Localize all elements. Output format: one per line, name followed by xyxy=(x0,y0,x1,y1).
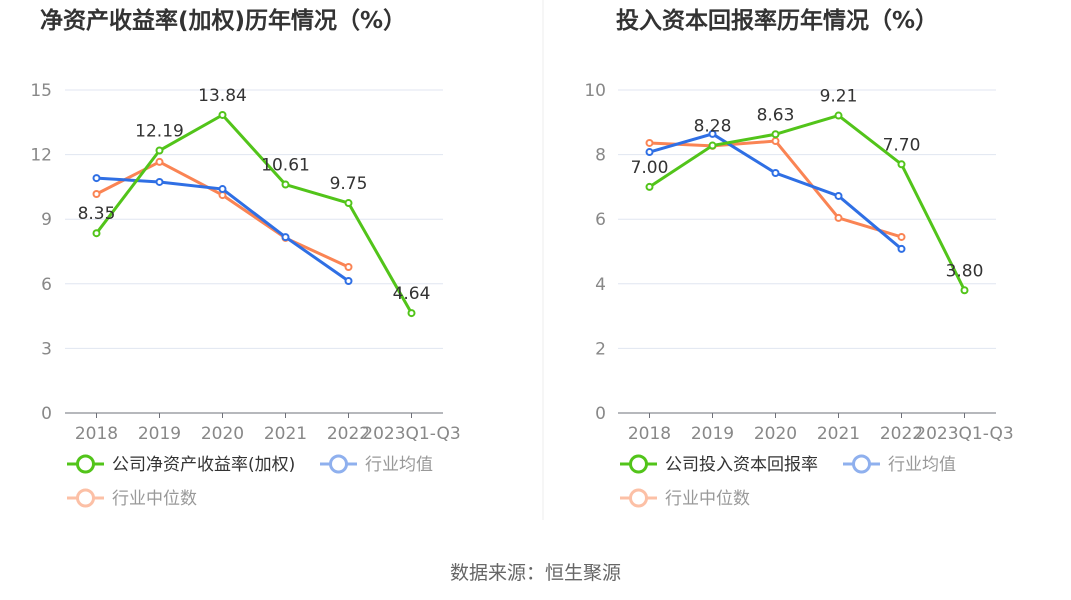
legend-circle-icon xyxy=(76,488,95,508)
data-point[interactable] xyxy=(897,160,906,169)
data-point[interactable] xyxy=(344,199,353,208)
y-tick-label: 12 xyxy=(30,146,52,166)
data-label: 7.00 xyxy=(631,158,669,178)
legend-item-2[interactable]: 行业中位数 xyxy=(620,488,750,509)
legend-label: 行业均值 xyxy=(888,455,956,475)
chart-title: 净资产收益率(加权)历年情况（%） xyxy=(40,7,406,34)
chart-1: 投入资本回报率历年情况（%） 0 2 4 6 8 10 2018 2019 2020 2021 202… xyxy=(584,7,1013,509)
x-tick-label: 2023Q1-Q3 xyxy=(362,424,460,444)
legend-item-0[interactable]: 公司净资产收益率(加权) xyxy=(67,454,295,475)
data-label: 8.35 xyxy=(78,204,116,224)
data-point[interactable] xyxy=(92,190,101,199)
data-point[interactable] xyxy=(708,141,717,150)
data-label: 4.64 xyxy=(393,284,431,304)
series-line-0 xyxy=(95,113,413,314)
data-point[interactable] xyxy=(344,277,353,286)
data-point[interactable] xyxy=(645,148,654,157)
series-line-2 xyxy=(649,139,902,239)
data-point[interactable] xyxy=(155,157,164,166)
data-label: 8.63 xyxy=(757,105,795,125)
x-tick-label: 2019 xyxy=(138,424,181,444)
data-label: 3.80 xyxy=(946,261,984,281)
data-point[interactable] xyxy=(645,182,654,191)
data-label: 10.61 xyxy=(261,156,310,176)
data-point[interactable] xyxy=(771,137,780,146)
legend-label: 公司净资产收益率(加权) xyxy=(112,455,295,475)
x-tick-label: 2019 xyxy=(691,424,734,444)
data-point[interactable] xyxy=(645,138,654,147)
x-tick-label: 2020 xyxy=(754,424,797,444)
data-label: 13.84 xyxy=(198,86,247,106)
data-point[interactable] xyxy=(218,185,227,194)
x-tick-label: 2018 xyxy=(75,424,118,444)
data-point[interactable] xyxy=(834,191,843,200)
y-tick-label: 4 xyxy=(595,275,606,295)
y-tick-label: 8 xyxy=(595,146,606,166)
data-point[interactable] xyxy=(281,233,290,242)
y-tick-label: 0 xyxy=(41,404,52,424)
x-tick-label: 2023Q1-Q3 xyxy=(915,424,1013,444)
data-point[interactable] xyxy=(155,177,164,186)
data-label: 12.19 xyxy=(135,122,184,142)
legend-item-1[interactable]: 行业均值 xyxy=(320,454,433,475)
data-label: 7.70 xyxy=(883,135,921,155)
x-tick-label: 2022 xyxy=(327,424,370,444)
data-point[interactable] xyxy=(708,129,717,138)
data-point[interactable] xyxy=(92,174,101,183)
data-label: 9.75 xyxy=(330,174,368,194)
data-point[interactable] xyxy=(92,229,101,238)
legend-circle-icon xyxy=(329,454,348,474)
data-label: 9.21 xyxy=(820,87,858,107)
legend-item-0[interactable]: 公司投入资本回报率 xyxy=(620,454,818,475)
data-point[interactable] xyxy=(281,180,290,189)
legend-label: 行业均值 xyxy=(365,455,433,475)
y-tick-label: 3 xyxy=(41,339,52,359)
legend-label: 行业中位数 xyxy=(665,489,750,509)
legend-label: 行业中位数 xyxy=(112,489,197,509)
data-point[interactable] xyxy=(155,146,164,155)
x-tick-label: 2020 xyxy=(201,424,244,444)
data-label: 8.28 xyxy=(694,117,732,137)
y-tick-label: 2 xyxy=(595,339,606,359)
data-point[interactable] xyxy=(834,213,843,222)
legend-item-1[interactable]: 行业均值 xyxy=(843,454,956,475)
legend-circle-icon xyxy=(76,454,95,474)
x-tick-label: 2021 xyxy=(817,424,860,444)
series-line-0 xyxy=(648,113,966,291)
y-tick-label: 9 xyxy=(41,210,52,230)
y-tick-label: 6 xyxy=(41,275,52,295)
data-point[interactable] xyxy=(771,130,780,139)
chart-0: 净资产收益率(加权)历年情况（%） 0 3 6 9 12 15 2018 2019 2020 202… xyxy=(30,7,460,509)
chart-title: 投入资本回报率历年情况（%） xyxy=(616,7,938,34)
data-point[interactable] xyxy=(218,110,227,119)
legend-circle-icon xyxy=(852,454,871,474)
y-tick-label: 6 xyxy=(595,210,606,230)
series-line-1 xyxy=(649,132,903,251)
legend-circle-icon xyxy=(629,488,648,508)
data-point[interactable] xyxy=(834,111,843,120)
data-point[interactable] xyxy=(897,244,906,253)
series-line-2 xyxy=(95,160,350,269)
data-point[interactable] xyxy=(407,309,416,318)
data-point[interactable] xyxy=(897,232,906,241)
y-tick-label: 0 xyxy=(595,404,606,424)
y-tick-label: 15 xyxy=(30,81,52,101)
data-point[interactable] xyxy=(344,263,353,272)
x-tick-label: 2022 xyxy=(880,424,923,444)
data-source: 数据来源：恒生聚源 xyxy=(449,562,621,584)
y-tick-label: 10 xyxy=(584,81,606,101)
data-point[interactable] xyxy=(960,286,969,295)
legend-label: 公司投入资本回报率 xyxy=(665,455,818,475)
data-point[interactable] xyxy=(771,169,780,178)
x-tick-label: 2021 xyxy=(264,424,307,444)
x-tick-label: 2018 xyxy=(628,424,671,444)
legend-circle-icon xyxy=(629,454,648,474)
legend-item-2[interactable]: 行业中位数 xyxy=(67,488,197,509)
